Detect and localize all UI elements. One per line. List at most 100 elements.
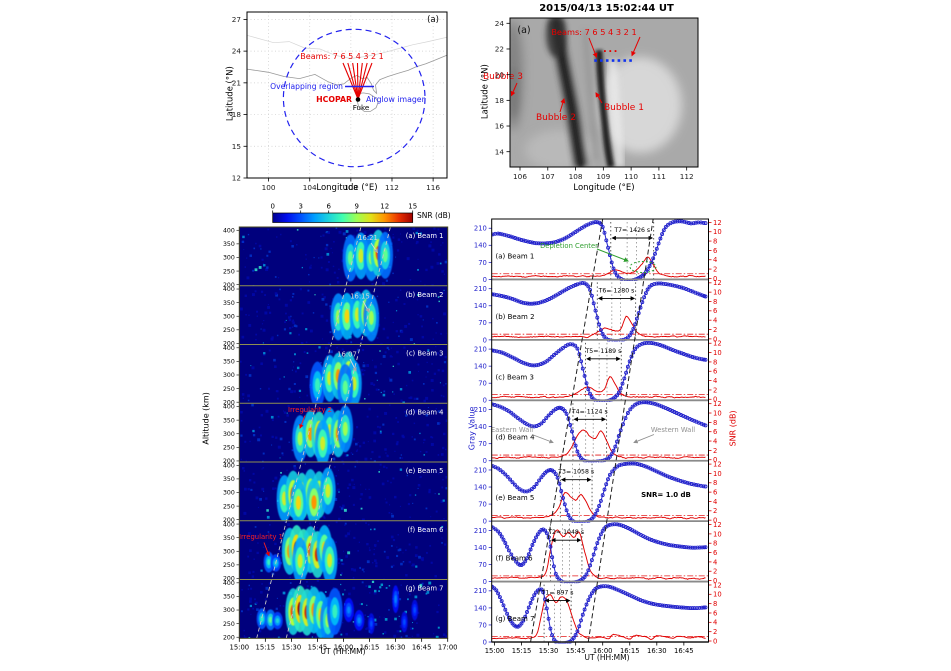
- gray-marker: [693, 220, 698, 225]
- gray-marker: [502, 232, 507, 237]
- gray-marker: [703, 545, 708, 550]
- gray-marker: [611, 448, 616, 453]
- snr-tick: 2: [713, 326, 717, 334]
- gray-marker: [639, 463, 644, 468]
- noise-speck: [279, 474, 282, 477]
- shape: [370, 620, 373, 627]
- noise-speck: [367, 523, 370, 526]
- noise-speck: [436, 352, 440, 355]
- gray-marker: [660, 541, 665, 546]
- noise-speck: [277, 415, 280, 418]
- noise-speck: [396, 249, 400, 252]
- time-tick: 16:45: [674, 647, 694, 655]
- noise-speck: [438, 604, 440, 607]
- noise-speck: [283, 328, 287, 331]
- noise-speck: [384, 351, 387, 354]
- shape: [368, 310, 374, 325]
- x-tick: 108: [569, 172, 583, 181]
- alt-tick: 200: [223, 458, 235, 465]
- time-tick: 17:00: [438, 643, 458, 651]
- noise-speck: [415, 546, 418, 549]
- duration-label: T7= 1426 s: [613, 227, 650, 234]
- noise-speck: [383, 390, 386, 393]
- noise-speck: [280, 233, 282, 236]
- noise-speck: [370, 382, 374, 386]
- alt-tick: 350: [223, 241, 235, 248]
- noise-speck: [364, 398, 366, 400]
- shape: [267, 559, 271, 566]
- noise-speck: [298, 389, 302, 393]
- gray-marker: [663, 406, 668, 411]
- gray-marker: [597, 584, 602, 589]
- gray-marker: [659, 281, 664, 286]
- beam-line: [342, 62, 359, 100]
- noise-speck: [248, 324, 252, 327]
- gray-marker: [682, 545, 687, 549]
- noise-speck: [255, 496, 259, 500]
- snr-curve: [491, 492, 706, 520]
- gray-marker: [662, 541, 667, 546]
- noise-speck: [439, 422, 441, 424]
- snr-tick: 10: [713, 349, 722, 357]
- noise-speck: [399, 457, 402, 459]
- gray-marker: [508, 234, 513, 239]
- shape: [342, 380, 348, 395]
- noise-speck: [441, 537, 443, 539]
- noise-speck: [414, 554, 418, 558]
- noise-speck: [444, 543, 447, 546]
- noise-speck: [338, 562, 340, 565]
- noise-speck: [308, 522, 311, 525]
- noise-speck: [443, 312, 446, 316]
- gray-marker: [670, 283, 675, 288]
- gray-marker: [664, 604, 669, 608]
- gray-marker: [586, 284, 591, 289]
- eastern-wall-line: [530, 219, 604, 643]
- noise-speck: [296, 229, 299, 231]
- gray-marker: [653, 341, 658, 346]
- gray-marker: [584, 602, 589, 607]
- gray-marker: [604, 482, 609, 487]
- noise-speck: [240, 458, 242, 461]
- shape: [347, 250, 354, 266]
- rti-ylabel: Altitude (km): [201, 392, 211, 445]
- noise-speck: [342, 562, 345, 566]
- noise-speck: [401, 457, 404, 459]
- noise-speck: [289, 299, 292, 302]
- gray-marker: [530, 363, 534, 368]
- noise-speck: [316, 579, 319, 582]
- noise-speck: [431, 363, 433, 365]
- noise-speck: [299, 396, 301, 398]
- noise-speck: [356, 426, 359, 429]
- shape: [342, 421, 348, 436]
- noise-speck: [277, 445, 281, 449]
- gray-marker: [561, 496, 565, 500]
- noise-speck: [332, 265, 335, 268]
- rti-beam-label: (b) Beam 2: [406, 291, 444, 299]
- gray-marker: [552, 353, 556, 357]
- noise-speck: [392, 233, 394, 236]
- noise-speck: [345, 555, 348, 558]
- gray-marker: [523, 301, 528, 306]
- gray-marker: [577, 453, 582, 458]
- noise-speck: [249, 549, 252, 552]
- gray-marker: [703, 221, 708, 226]
- noise-speck: [251, 293, 255, 297]
- y-tick: 22: [495, 45, 504, 54]
- noise-speck: [260, 362, 263, 366]
- noise-speck: [442, 446, 445, 450]
- gray-marker: [677, 284, 682, 289]
- gray-marker: [637, 400, 642, 405]
- alt-tick: 300: [223, 372, 235, 379]
- noise-speck: [431, 436, 434, 439]
- noise-speck: [307, 289, 310, 292]
- noise-speck: [334, 460, 336, 462]
- x-tick: 100: [262, 183, 276, 192]
- gray-marker: [680, 219, 684, 224]
- noise-speck: [411, 436, 413, 438]
- gray-marker: [644, 464, 648, 469]
- noise-speck: [341, 348, 344, 351]
- noise-speck: [293, 382, 296, 385]
- gray-marker: [606, 245, 611, 250]
- gray-marker: [643, 291, 648, 296]
